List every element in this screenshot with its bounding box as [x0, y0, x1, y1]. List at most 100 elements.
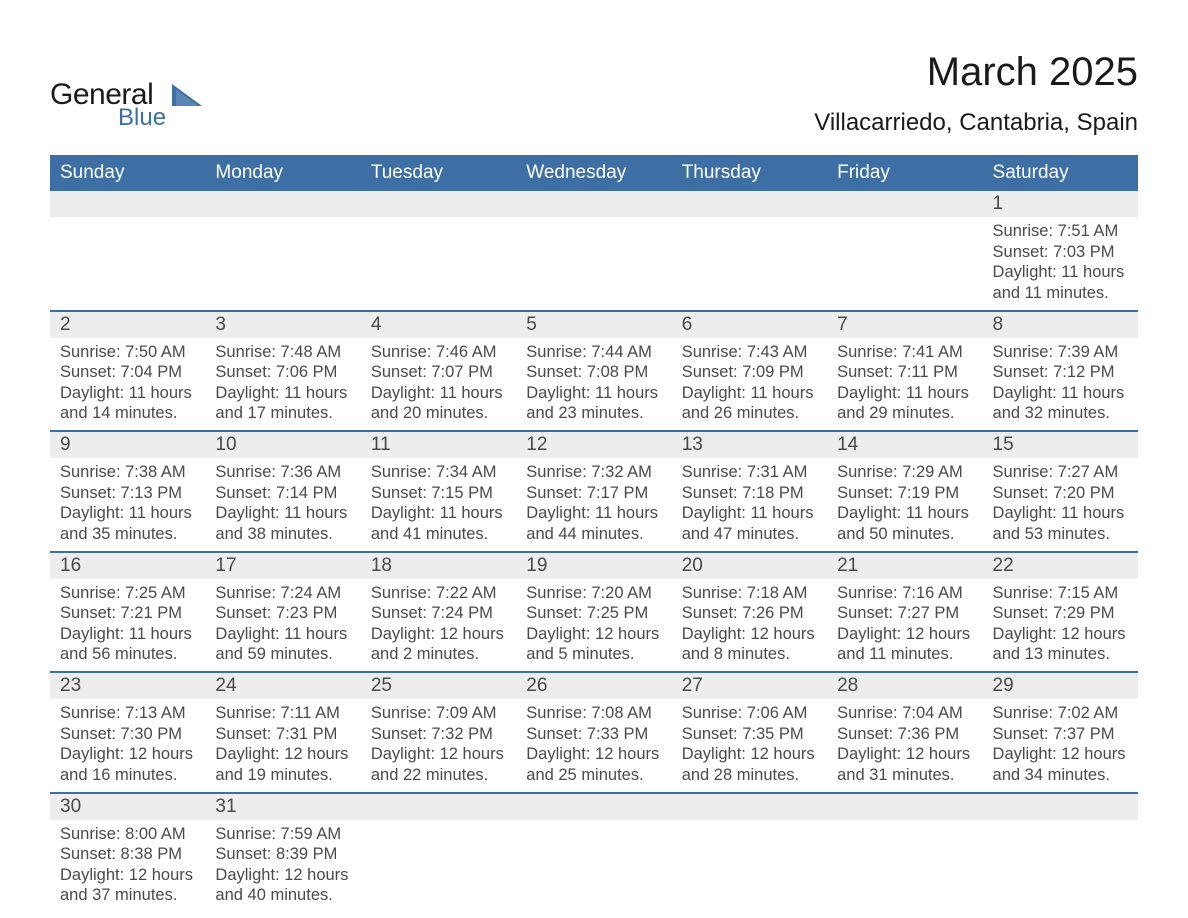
- day-sunset: Sunset: 7:14 PM: [215, 483, 350, 504]
- header: General Blue March 2025 Villacarriedo, C…: [50, 50, 1138, 137]
- day-sunrise: Sunrise: 7:04 AM: [837, 703, 972, 724]
- day-number-cell: 19: [516, 552, 671, 579]
- day-sunrise: Sunrise: 7:36 AM: [215, 462, 350, 483]
- day-number-cell: 18: [361, 552, 516, 579]
- day-daylight2: and 16 minutes.: [60, 765, 195, 786]
- day-sunset: Sunset: 7:08 PM: [526, 362, 661, 383]
- day-sunset: Sunset: 7:27 PM: [837, 603, 972, 624]
- day-detail-cell: Sunrise: 7:06 AMSunset: 7:35 PMDaylight:…: [672, 699, 827, 793]
- day-number-row: 2345678: [50, 311, 1138, 338]
- day-number-cell: [516, 190, 671, 217]
- day-detail-cell: [827, 820, 982, 913]
- day-daylight1: Daylight: 11 hours: [837, 503, 972, 524]
- day-sunrise: Sunrise: 7:16 AM: [837, 583, 972, 604]
- day-sunset: Sunset: 8:39 PM: [215, 844, 350, 865]
- location-subtitle: Villacarriedo, Cantabria, Spain: [814, 109, 1138, 137]
- day-number-cell: [361, 190, 516, 217]
- day-sunset: Sunset: 7:04 PM: [60, 362, 195, 383]
- day-daylight1: Daylight: 11 hours: [837, 383, 972, 404]
- day-number-cell: 11: [361, 431, 516, 458]
- day-sunrise: Sunrise: 7:29 AM: [837, 462, 972, 483]
- day-daylight2: and 25 minutes.: [526, 765, 661, 786]
- day-sunset: Sunset: 7:12 PM: [993, 362, 1128, 383]
- day-daylight2: and 14 minutes.: [60, 403, 195, 424]
- day-number-cell: 23: [50, 672, 205, 699]
- day-sunset: Sunset: 7:33 PM: [526, 724, 661, 745]
- day-number-cell: 25: [361, 672, 516, 699]
- day-detail-cell: [672, 217, 827, 311]
- weekday-header: Friday: [827, 156, 982, 190]
- day-detail-cell: Sunrise: 7:34 AMSunset: 7:15 PMDaylight:…: [361, 458, 516, 552]
- day-number-cell: [672, 793, 827, 820]
- logo-triangle-icon: [172, 84, 202, 106]
- day-sunset: Sunset: 7:21 PM: [60, 603, 195, 624]
- day-detail-cell: [983, 820, 1138, 913]
- day-daylight2: and 19 minutes.: [215, 765, 350, 786]
- calendar-weekday-header: SundayMondayTuesdayWednesdayThursdayFrid…: [50, 156, 1138, 190]
- day-number-cell: 30: [50, 793, 205, 820]
- day-sunrise: Sunrise: 7:46 AM: [371, 342, 506, 363]
- day-detail-cell: Sunrise: 7:20 AMSunset: 7:25 PMDaylight:…: [516, 579, 671, 673]
- day-daylight2: and 26 minutes.: [682, 403, 817, 424]
- day-daylight1: Daylight: 12 hours: [526, 744, 661, 765]
- day-sunset: Sunset: 7:15 PM: [371, 483, 506, 504]
- day-number-cell: 2: [50, 311, 205, 338]
- day-sunrise: Sunrise: 7:27 AM: [993, 462, 1128, 483]
- day-daylight2: and 17 minutes.: [215, 403, 350, 424]
- day-sunset: Sunset: 7:03 PM: [993, 242, 1128, 263]
- day-number-cell: 17: [205, 552, 360, 579]
- day-daylight1: Daylight: 11 hours: [682, 383, 817, 404]
- day-detail-cell: Sunrise: 7:32 AMSunset: 7:17 PMDaylight:…: [516, 458, 671, 552]
- day-sunrise: Sunrise: 7:43 AM: [682, 342, 817, 363]
- day-sunrise: Sunrise: 7:51 AM: [993, 221, 1128, 242]
- day-sunrise: Sunrise: 7:15 AM: [993, 583, 1128, 604]
- day-sunrise: Sunrise: 7:18 AM: [682, 583, 817, 604]
- day-daylight2: and 32 minutes.: [993, 403, 1128, 424]
- day-daylight2: and 53 minutes.: [993, 524, 1128, 545]
- day-daylight2: and 40 minutes.: [215, 885, 350, 906]
- day-detail-cell: Sunrise: 7:22 AMSunset: 7:24 PMDaylight:…: [361, 579, 516, 673]
- logo-text: General Blue: [50, 80, 166, 130]
- day-sunrise: Sunrise: 7:25 AM: [60, 583, 195, 604]
- calendar-page: General Blue March 2025 Villacarriedo, C…: [50, 50, 1138, 912]
- day-daylight2: and 20 minutes.: [371, 403, 506, 424]
- day-sunset: Sunset: 7:11 PM: [837, 362, 972, 383]
- day-daylight1: Daylight: 11 hours: [60, 503, 195, 524]
- day-number-cell: 29: [983, 672, 1138, 699]
- logo: General Blue: [50, 50, 202, 130]
- day-sunset: Sunset: 7:26 PM: [682, 603, 817, 624]
- day-number-cell: 13: [672, 431, 827, 458]
- day-daylight2: and 11 minutes.: [837, 644, 972, 665]
- day-number-cell: 20: [672, 552, 827, 579]
- day-number-cell: [827, 190, 982, 217]
- day-number-cell: 15: [983, 431, 1138, 458]
- day-number-cell: 10: [205, 431, 360, 458]
- title-block: March 2025 Villacarriedo, Cantabria, Spa…: [814, 50, 1138, 137]
- day-sunrise: Sunrise: 7:31 AM: [682, 462, 817, 483]
- day-detail-cell: Sunrise: 7:38 AMSunset: 7:13 PMDaylight:…: [50, 458, 205, 552]
- logo-word-2: Blue: [118, 106, 166, 130]
- weekday-header: Wednesday: [516, 156, 671, 190]
- day-detail-cell: Sunrise: 7:08 AMSunset: 7:33 PMDaylight:…: [516, 699, 671, 793]
- day-detail-cell: Sunrise: 7:31 AMSunset: 7:18 PMDaylight:…: [672, 458, 827, 552]
- day-daylight1: Daylight: 12 hours: [60, 744, 195, 765]
- day-sunrise: Sunrise: 7:32 AM: [526, 462, 661, 483]
- day-detail-cell: Sunrise: 7:16 AMSunset: 7:27 PMDaylight:…: [827, 579, 982, 673]
- day-detail-cell: [205, 217, 360, 311]
- day-sunrise: Sunrise: 7:08 AM: [526, 703, 661, 724]
- day-detail-cell: Sunrise: 7:27 AMSunset: 7:20 PMDaylight:…: [983, 458, 1138, 552]
- weekday-header: Tuesday: [361, 156, 516, 190]
- day-detail-cell: Sunrise: 7:09 AMSunset: 7:32 PMDaylight:…: [361, 699, 516, 793]
- day-daylight1: Daylight: 11 hours: [371, 503, 506, 524]
- day-daylight2: and 11 minutes.: [993, 283, 1128, 304]
- day-sunset: Sunset: 7:19 PM: [837, 483, 972, 504]
- day-number-cell: 27: [672, 672, 827, 699]
- day-detail-cell: Sunrise: 7:46 AMSunset: 7:07 PMDaylight:…: [361, 338, 516, 432]
- day-daylight2: and 59 minutes.: [215, 644, 350, 665]
- month-title: March 2025: [814, 50, 1138, 95]
- day-sunrise: Sunrise: 7:38 AM: [60, 462, 195, 483]
- day-detail-row: Sunrise: 7:50 AMSunset: 7:04 PMDaylight:…: [50, 338, 1138, 432]
- day-number-row: 16171819202122: [50, 552, 1138, 579]
- day-detail-cell: Sunrise: 7:24 AMSunset: 7:23 PMDaylight:…: [205, 579, 360, 673]
- day-detail-cell: Sunrise: 7:04 AMSunset: 7:36 PMDaylight:…: [827, 699, 982, 793]
